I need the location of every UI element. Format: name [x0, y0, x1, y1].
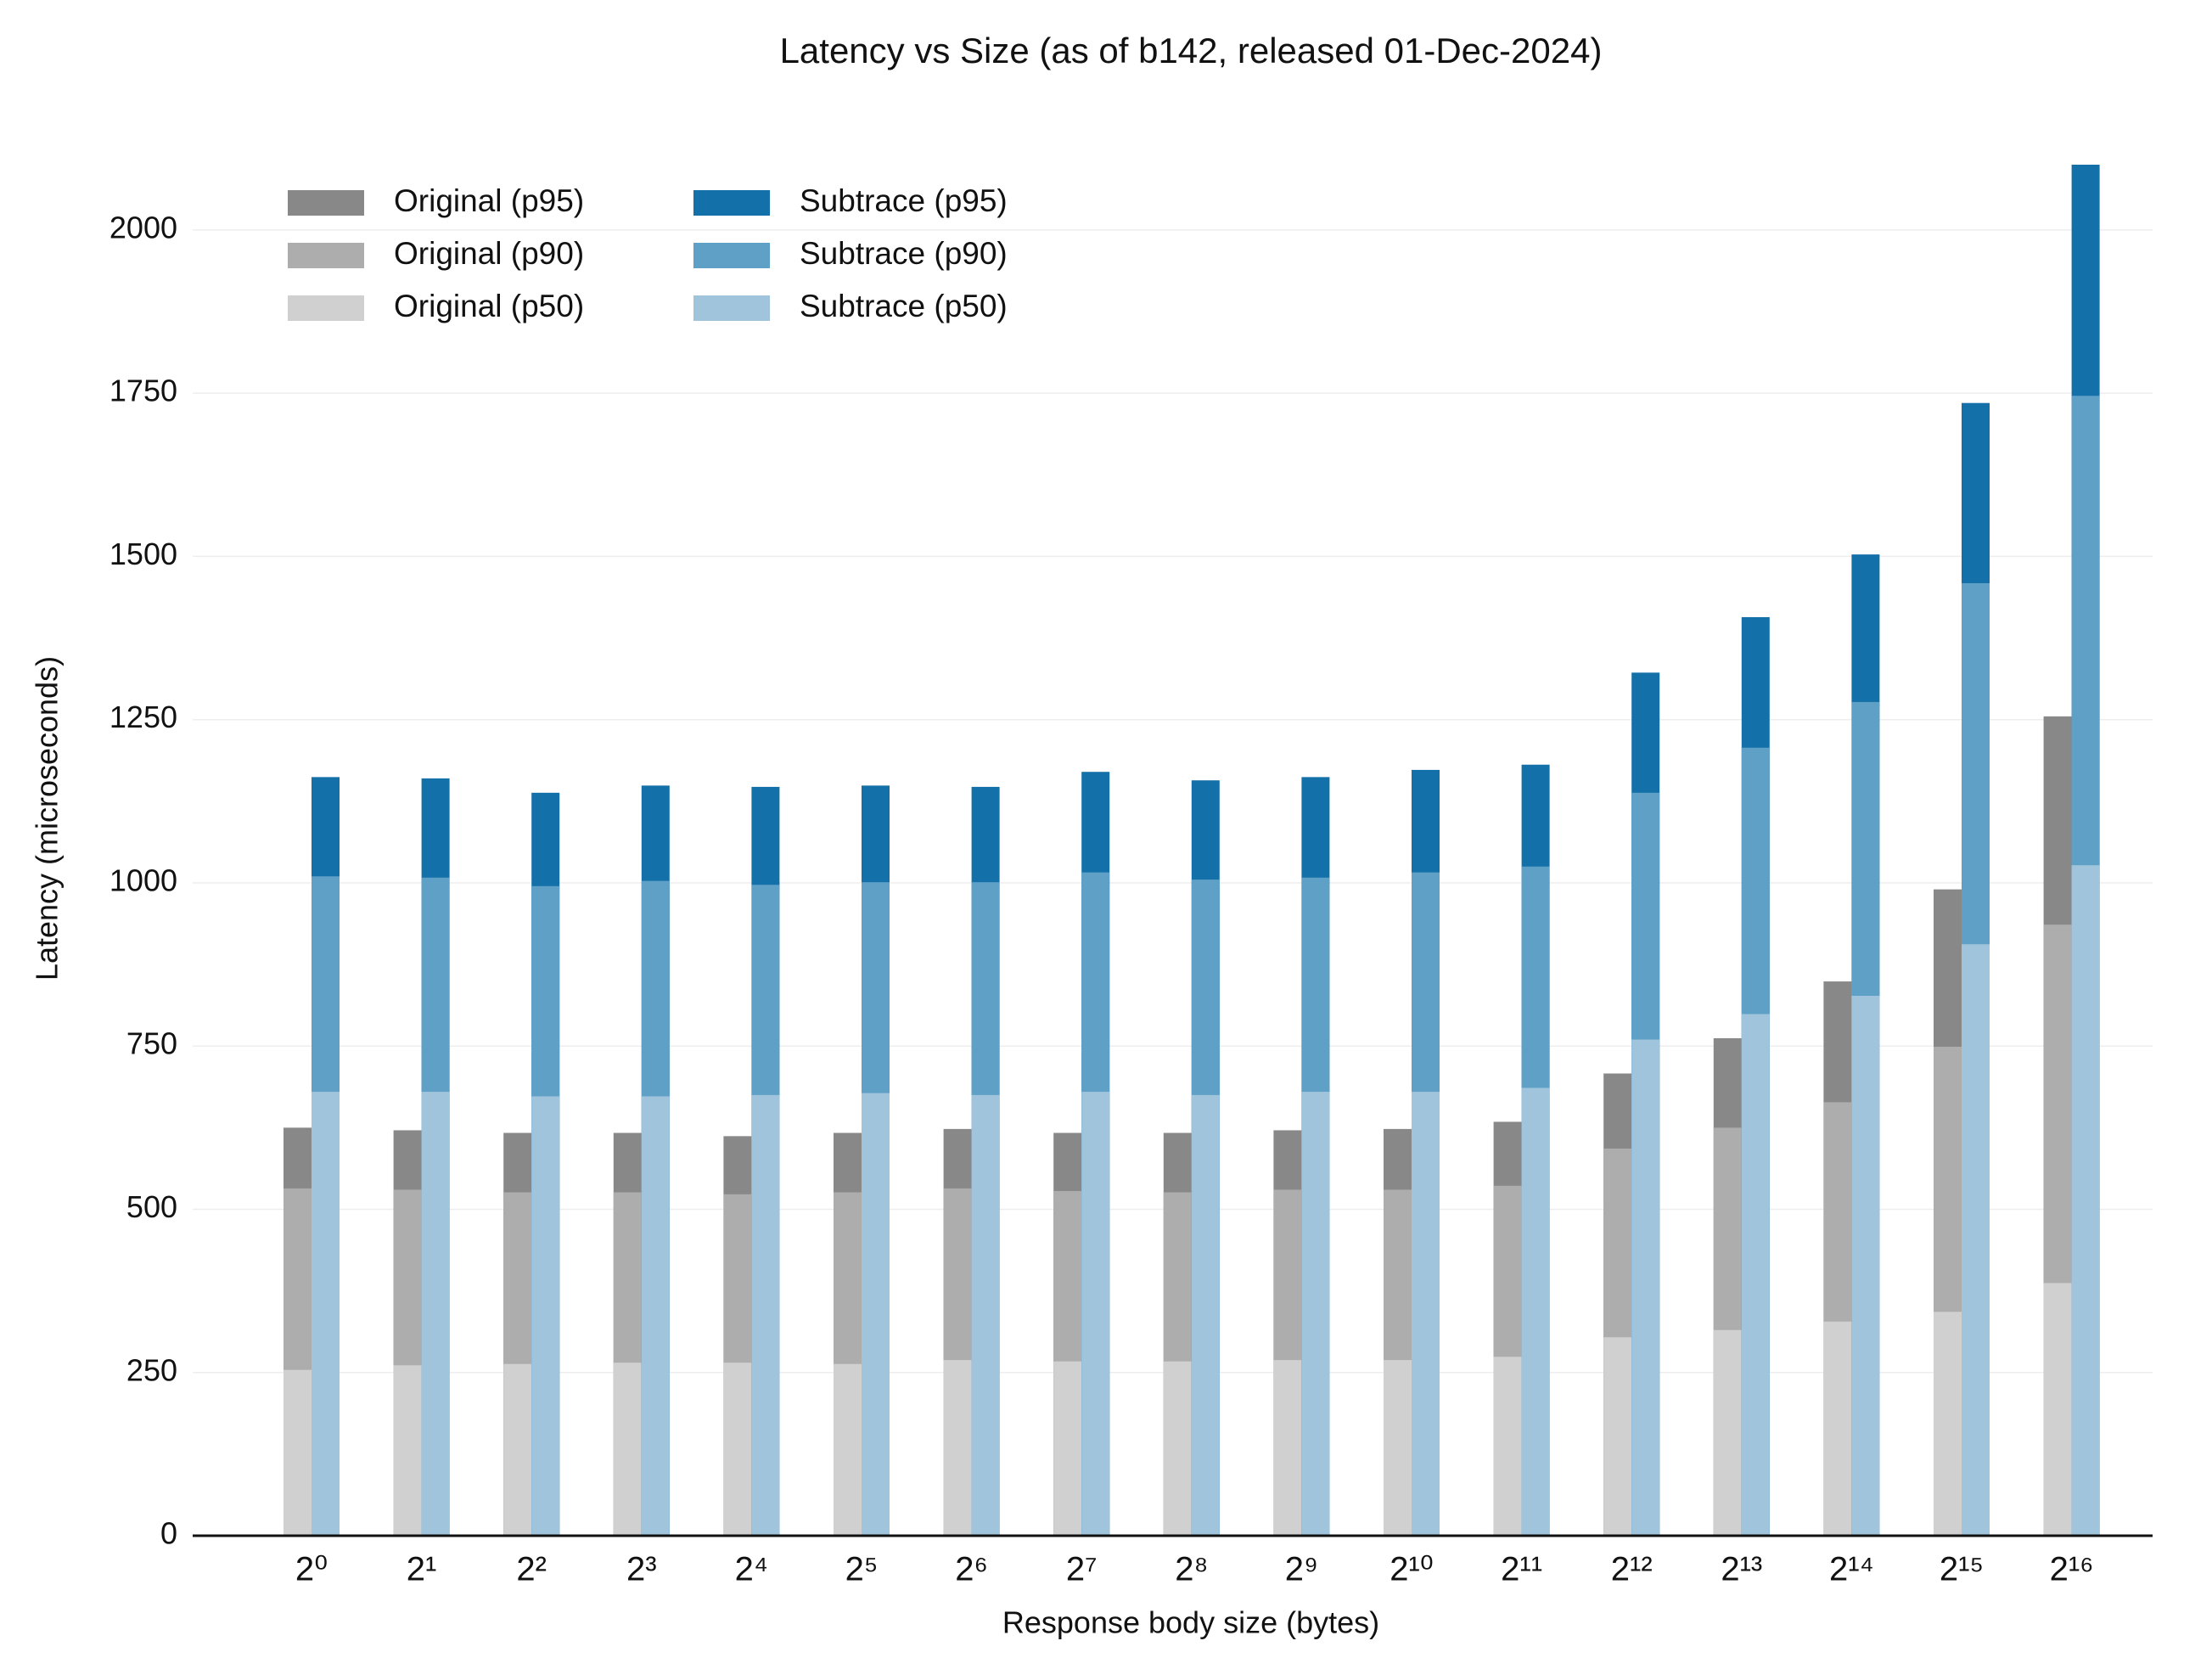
- legend-label: Original (p95): [394, 183, 584, 218]
- x-tick-label: 2⁴: [735, 1551, 768, 1588]
- x-tick-label: 2¹⁰: [1390, 1551, 1434, 1588]
- bar: [1713, 1329, 1742, 1536]
- bar: [1191, 1094, 1220, 1536]
- bar: [1412, 1092, 1440, 1536]
- x-tick-label: 2¹⁶: [2050, 1551, 2094, 1588]
- bar: [393, 1365, 422, 1536]
- legend-label: Original (p90): [394, 236, 584, 271]
- bar: [1081, 1092, 1110, 1536]
- bar: [751, 1094, 780, 1536]
- bar: [613, 1363, 642, 1536]
- x-axis-label: Response body size (bytes): [1002, 1605, 1379, 1640]
- bar: [1521, 1087, 1550, 1536]
- x-tick-label: 2¹²: [1611, 1551, 1653, 1588]
- bar: [1603, 1337, 1632, 1536]
- bar: [943, 1360, 972, 1536]
- bar: [421, 1092, 450, 1536]
- y-tick-label: 0: [160, 1516, 177, 1551]
- bar: [284, 1369, 312, 1536]
- legend-swatch: [288, 243, 364, 268]
- x-tick-label: 2¹⁵: [1940, 1551, 1984, 1588]
- bar: [1741, 1014, 1770, 1536]
- bar: [862, 1093, 890, 1536]
- legend-swatch: [288, 190, 364, 216]
- bar: [1384, 1360, 1412, 1536]
- x-tick-label: 2¹: [407, 1551, 437, 1588]
- bar: [1962, 944, 1990, 1536]
- legend-label: Subtrace (p90): [800, 236, 1008, 271]
- x-tick-label: 2⁰: [295, 1551, 328, 1588]
- x-tick-label: 2⁷: [1066, 1551, 1098, 1588]
- chart-title: Latency vs Size (as of b142, released 01…: [780, 31, 1603, 70]
- x-tick-label: 2¹⁴: [1829, 1551, 1874, 1588]
- bar: [971, 1094, 1000, 1536]
- y-tick-label: 1000: [109, 863, 177, 897]
- y-tick-label: 750: [126, 1026, 177, 1061]
- legend-swatch: [693, 295, 770, 321]
- bar: [1934, 1312, 1962, 1536]
- x-tick-label: 2⁸: [1175, 1551, 1208, 1588]
- bar: [1163, 1361, 1192, 1536]
- bar: [1493, 1357, 1522, 1536]
- bar: [2071, 865, 2100, 1536]
- bar: [723, 1363, 752, 1536]
- bar: [2043, 1283, 2072, 1536]
- bar: [641, 1096, 670, 1536]
- x-tick-label: 2²: [516, 1551, 547, 1588]
- legend-swatch: [693, 243, 770, 268]
- bar: [503, 1363, 532, 1536]
- bar: [1301, 1092, 1330, 1536]
- y-axis-label: Latency (microseconds): [30, 656, 65, 981]
- bar: [1823, 1321, 1852, 1536]
- bar: [312, 1092, 340, 1536]
- bar: [834, 1363, 862, 1536]
- bar: [1631, 1039, 1660, 1536]
- bar: [1273, 1360, 1302, 1536]
- y-tick-label: 1250: [109, 700, 177, 734]
- y-tick-label: 250: [126, 1352, 177, 1387]
- legend-label: Subtrace (p95): [800, 183, 1008, 218]
- x-tick-label: 2¹¹: [1501, 1551, 1542, 1588]
- y-tick-label: 1750: [109, 374, 177, 408]
- legend-label: Original (p50): [394, 289, 584, 323]
- y-tick-label: 500: [126, 1189, 177, 1224]
- legend-swatch: [288, 295, 364, 321]
- bar: [1053, 1361, 1082, 1536]
- legend-label: Subtrace (p50): [800, 289, 1008, 323]
- x-tick-label: 2³: [626, 1551, 657, 1588]
- x-tick-label: 2⁹: [1285, 1551, 1318, 1588]
- y-tick-label: 2000: [109, 210, 177, 244]
- x-tick-label: 2¹³: [1721, 1551, 1762, 1588]
- x-tick-label: 2⁶: [955, 1551, 988, 1588]
- bar: [531, 1096, 560, 1536]
- bar: [1851, 995, 1880, 1536]
- legend-swatch: [693, 190, 770, 216]
- y-tick-label: 1500: [109, 537, 177, 571]
- x-tick-label: 2⁵: [845, 1551, 879, 1588]
